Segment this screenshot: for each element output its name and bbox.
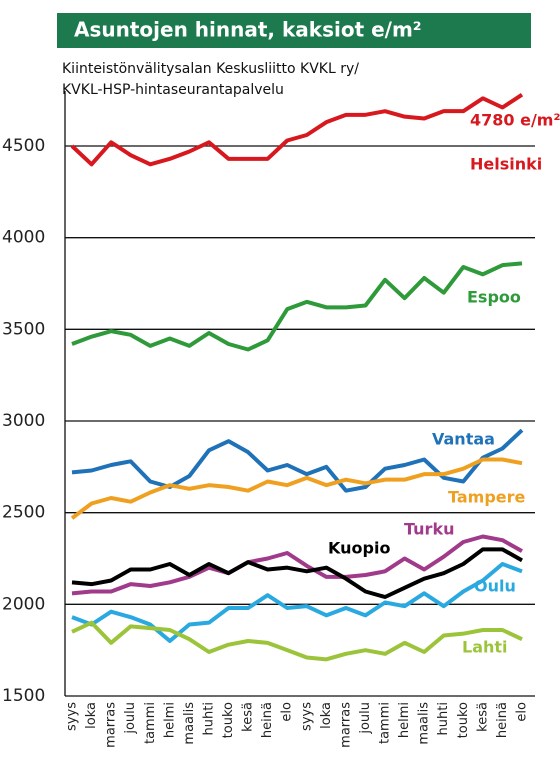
series-line xyxy=(71,428,524,493)
x-tick-label: syys xyxy=(299,702,314,731)
x-tick-label: kesä xyxy=(475,702,490,732)
series-label: Lahti xyxy=(462,638,508,657)
series-label: Helsinki xyxy=(470,155,542,174)
y-tick-label: 3000 xyxy=(2,411,45,431)
x-tick-label: touko xyxy=(456,702,471,738)
x-tick-label: syys xyxy=(65,702,80,731)
x-tick-label: maalis xyxy=(417,702,432,745)
series-label: Oulu xyxy=(474,577,516,596)
chart-title: Asuntojen hinnat, kaksiot e/m² xyxy=(74,18,422,42)
x-tick-label: heinä xyxy=(260,702,275,738)
x-tick-label: marras xyxy=(338,702,353,748)
series-label: Vantaa xyxy=(432,430,495,449)
x-tick-label: helmi xyxy=(397,702,412,738)
x-tick-label: tammi xyxy=(378,702,393,744)
x-tick-label: marras xyxy=(104,702,119,748)
x-tick-label: huhti xyxy=(436,702,451,735)
annotation: 4780 e/m² xyxy=(470,111,560,130)
series-label: Espoo xyxy=(467,288,521,307)
series-line xyxy=(71,620,523,662)
y-tick-label: 2500 xyxy=(2,503,45,523)
x-tick-label: joulu xyxy=(358,702,373,735)
x-tick-label: maalis xyxy=(182,702,197,745)
x-tick-label: tammi xyxy=(143,702,158,744)
series-label: Tampere xyxy=(448,488,526,507)
y-tick-label: 3500 xyxy=(2,319,45,339)
series-line xyxy=(70,457,523,520)
series-line xyxy=(71,534,523,596)
x-tick-label: joulu xyxy=(123,702,138,735)
y-tick-label: 1500 xyxy=(2,686,45,706)
subtitle: Kiinteistönvälitysalan Keskusliitto KVKL… xyxy=(62,61,359,77)
series-label: Kuopio xyxy=(328,539,390,558)
subtitle: KVKL-HSP-hintaseurantapalvelu xyxy=(62,82,284,98)
x-tick-label: loka xyxy=(84,702,99,729)
x-tick-label: touko xyxy=(221,702,236,738)
x-tick-label: elo xyxy=(515,702,530,722)
x-tick-label: kesä xyxy=(241,702,256,732)
x-tick-label: loka xyxy=(319,702,334,729)
series-line xyxy=(71,261,523,352)
y-tick-label: 4500 xyxy=(2,136,45,156)
series-line xyxy=(70,92,524,167)
series-line xyxy=(71,547,523,599)
series-line xyxy=(71,562,523,643)
y-tick-label: 4000 xyxy=(2,228,45,248)
x-tick-label: helmi xyxy=(162,702,177,738)
y-tick-label: 2000 xyxy=(2,594,45,614)
x-tick-label: huhti xyxy=(201,702,216,735)
x-tick-label: heinä xyxy=(495,702,510,738)
series-label: Turku xyxy=(404,520,454,539)
title-box xyxy=(57,13,531,48)
x-tick-label: elo xyxy=(280,702,295,722)
